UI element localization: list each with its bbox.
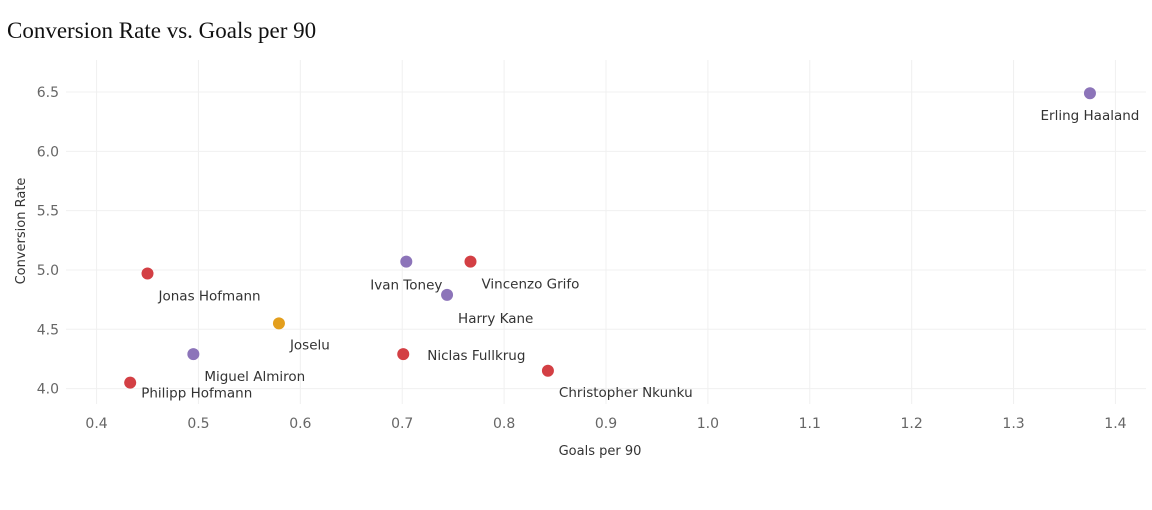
data-point-label: Vincenzo Grifo bbox=[481, 277, 579, 293]
data-point-label: Niclas Fullkrug bbox=[427, 348, 525, 364]
x-tick-label: 0.4 bbox=[85, 416, 107, 432]
x-tick-label: 0.9 bbox=[595, 416, 617, 432]
y-axis-title: Conversion Rate bbox=[14, 178, 29, 285]
x-tick-label: 0.7 bbox=[391, 416, 413, 432]
chart-title: Conversion Rate vs. Goals per 90 bbox=[7, 18, 317, 43]
x-tick-label: 1.0 bbox=[697, 416, 719, 432]
data-point-label: Miguel Almiron bbox=[204, 369, 305, 385]
data-point-label: Harry Kane bbox=[458, 311, 533, 327]
data-point-label: Jonas Hofmann bbox=[158, 289, 261, 305]
x-axis-title: Goals per 90 bbox=[559, 444, 642, 459]
y-gridlines bbox=[66, 91, 1146, 390]
data-point-label: Christopher Nkunku bbox=[559, 385, 693, 401]
y-tick-label: 5.0 bbox=[37, 263, 59, 279]
data-point[interactable] bbox=[464, 255, 477, 268]
y-tick-labels: 4.0 4.5 5.0 5.5 6.0 6.5 bbox=[37, 85, 59, 398]
data-point[interactable] bbox=[441, 288, 454, 301]
data-point[interactable] bbox=[397, 348, 410, 361]
x-tick-label: 1.2 bbox=[901, 416, 923, 432]
y-tick-label: 5.5 bbox=[37, 204, 59, 220]
x-tick-label: 1.4 bbox=[1104, 416, 1126, 432]
data-points bbox=[124, 87, 1096, 389]
x-tick-label: 0.6 bbox=[289, 416, 311, 432]
x-tick-label: 1.1 bbox=[799, 416, 821, 432]
x-gridlines bbox=[96, 60, 1116, 404]
y-tick-label: 6.0 bbox=[37, 144, 59, 160]
y-tick-label: 4.0 bbox=[37, 382, 59, 398]
data-point[interactable] bbox=[124, 376, 137, 389]
data-point-labels: Erling Haaland Jonas Hofmann Ivan Toney Vin… bbox=[141, 108, 1139, 401]
data-point-label: Philipp Hofmann bbox=[141, 386, 252, 402]
data-point[interactable] bbox=[187, 348, 200, 361]
y-tick-label: 4.5 bbox=[37, 322, 59, 338]
data-point-label: Joselu bbox=[289, 337, 330, 353]
x-tick-labels: 0.4 0.5 0.6 0.7 0.8 0.9 1.0 1.1 1.2 1.3 1.4 bbox=[85, 416, 1126, 432]
x-tick-label: 1.3 bbox=[1002, 416, 1024, 432]
data-point-label: Erling Haaland bbox=[1041, 108, 1140, 124]
data-point-label: Ivan Toney bbox=[370, 278, 442, 294]
data-point[interactable] bbox=[1083, 87, 1096, 100]
data-point[interactable] bbox=[541, 364, 554, 377]
data-point[interactable] bbox=[272, 317, 285, 330]
data-point[interactable] bbox=[400, 255, 413, 268]
y-tick-label: 6.5 bbox=[37, 85, 59, 101]
x-tick-label: 0.8 bbox=[493, 416, 515, 432]
x-tick-label: 0.5 bbox=[187, 416, 209, 432]
data-point[interactable] bbox=[141, 267, 154, 280]
